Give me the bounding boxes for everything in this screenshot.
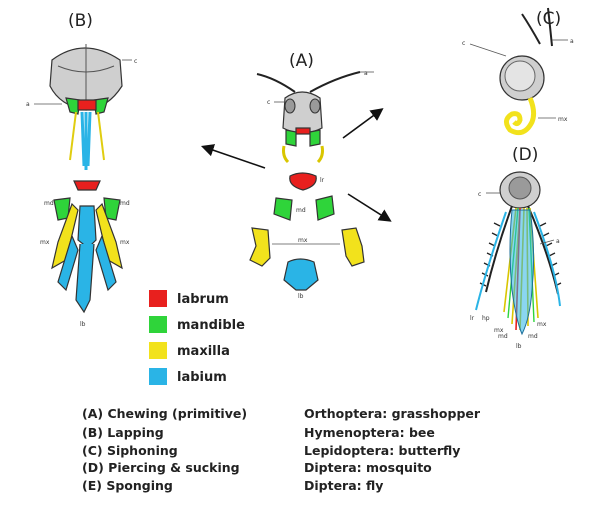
legend-swatch-mandible [149,316,167,333]
label-labrum-d: lr [470,315,475,322]
palps-on-head-b [69,111,105,161]
feeding-types-table: (A) Chewing (primitive) Orthoptera: gras… [82,406,481,493]
legend-swatch-labium [149,368,167,385]
labial-palp-b-right [95,234,117,292]
legend-label-labrum: labrum [177,292,229,307]
insect-order-a: Orthoptera: grasshopper [304,406,481,421]
label-antenna: a [364,70,368,77]
feeding-type-c: (C) Siphoning [82,443,178,458]
insect-order-e: Diptera: fly [304,478,383,493]
glossa-b [75,243,95,314]
legend-label-maxilla: maxilla [177,344,230,359]
panel-c: (C) a c mx [462,7,574,136]
labrum-exploded [289,172,317,191]
panel-b-label: (B) [68,11,93,31]
labrum-b [73,180,101,191]
label-maxilla-d-left: mx [494,327,504,334]
label-maxilla-a: mx [298,237,308,244]
panel-a: (A) a c lr md mx lb [249,51,374,300]
eye-left [284,98,296,114]
label-mandible-d-right: md [528,333,538,340]
arrow-to-d [347,193,392,222]
panel-a-label: (A) [289,51,314,71]
labrum-on-head-b [77,99,97,111]
label-labrum-a: lr [320,177,325,184]
labial-palp-b-left [57,234,79,292]
label-maxilla-d-right: mx [537,321,547,328]
label-clypeus-d: c [478,191,481,198]
insect-order-c: Lepidoptera: butterfly [304,443,460,458]
arrow-to-c [342,108,384,139]
legend-label-mandible: mandible [177,318,245,333]
feeding-type-b: (B) Lapping [82,425,164,440]
panel-b: (B) c a md md mx mx lb [26,11,137,328]
maxilla-left-b [51,202,79,270]
label-clypeus-c: c [462,40,465,47]
label-mandible-a: md [296,207,306,214]
label-antenna-c: a [570,38,574,45]
panel-d-label: (D) [512,145,538,165]
feeding-type-e: (E) Sponging [82,478,173,493]
labium-sheath-d [509,209,535,336]
label-maxilla-b-left: mx [40,239,50,246]
mandible-right-a [315,195,335,221]
tongue-b [80,111,92,170]
antenna-right [309,71,361,93]
insect-order-b: Hymenoptera: bee [304,425,435,440]
mandible-on-head-left [285,129,297,147]
labrum-on-head [295,127,311,135]
label-antenna-d: a [556,238,560,245]
mandible-on-head-right [309,129,321,147]
feeding-type-a: (A) Chewing (primitive) [82,406,247,421]
label-mandible-d-left: md [498,333,508,340]
maxilla-right-b [95,202,123,270]
labium-a [283,258,319,291]
label-mandible-b-right: md [120,200,130,207]
eye-right [309,98,321,114]
label-antenna-b: a [26,101,30,108]
legend-label-labium: labium [177,370,227,385]
insect-order-d: Diptera: mosquito [304,460,432,475]
antennae-c [521,7,553,47]
label-maxilla-c: mx [558,116,568,123]
label-hypopharynx-d: hp [482,315,490,322]
label-clypeus-b: c [134,58,137,65]
proboscis-c [504,97,537,136]
palp-right [316,145,324,164]
mandible-on-head-b-left [65,97,81,115]
label-labium-a: lb [298,293,304,300]
legend-swatch-maxilla [149,342,167,359]
maxilla-right-a [341,227,365,267]
arrows [200,108,392,222]
labium-b [77,205,97,249]
label-labium-b: lb [80,321,86,328]
legend-swatch-labrum [149,290,167,307]
label-clypeus-a: c [267,99,270,106]
label-labium-d: lb [516,343,522,350]
antenna-d-left [485,205,513,293]
arrow-to-b [200,144,266,169]
maxilla-left-a [249,227,271,267]
eye-d [508,176,532,200]
legend: labrum mandible maxilla labium [149,290,245,385]
palp-left [282,145,290,164]
antenna-left [256,73,296,93]
feeding-type-d: (D) Piercing & sucking [82,460,240,475]
mandible-left-a [273,197,293,221]
panel-d: (D) c a lr hp mx mx md md lb [470,145,562,350]
label-mandible-b-left: md [44,200,54,207]
palps-d [475,211,561,311]
eye-c [504,60,536,92]
label-maxilla-b-right: mx [120,239,130,246]
